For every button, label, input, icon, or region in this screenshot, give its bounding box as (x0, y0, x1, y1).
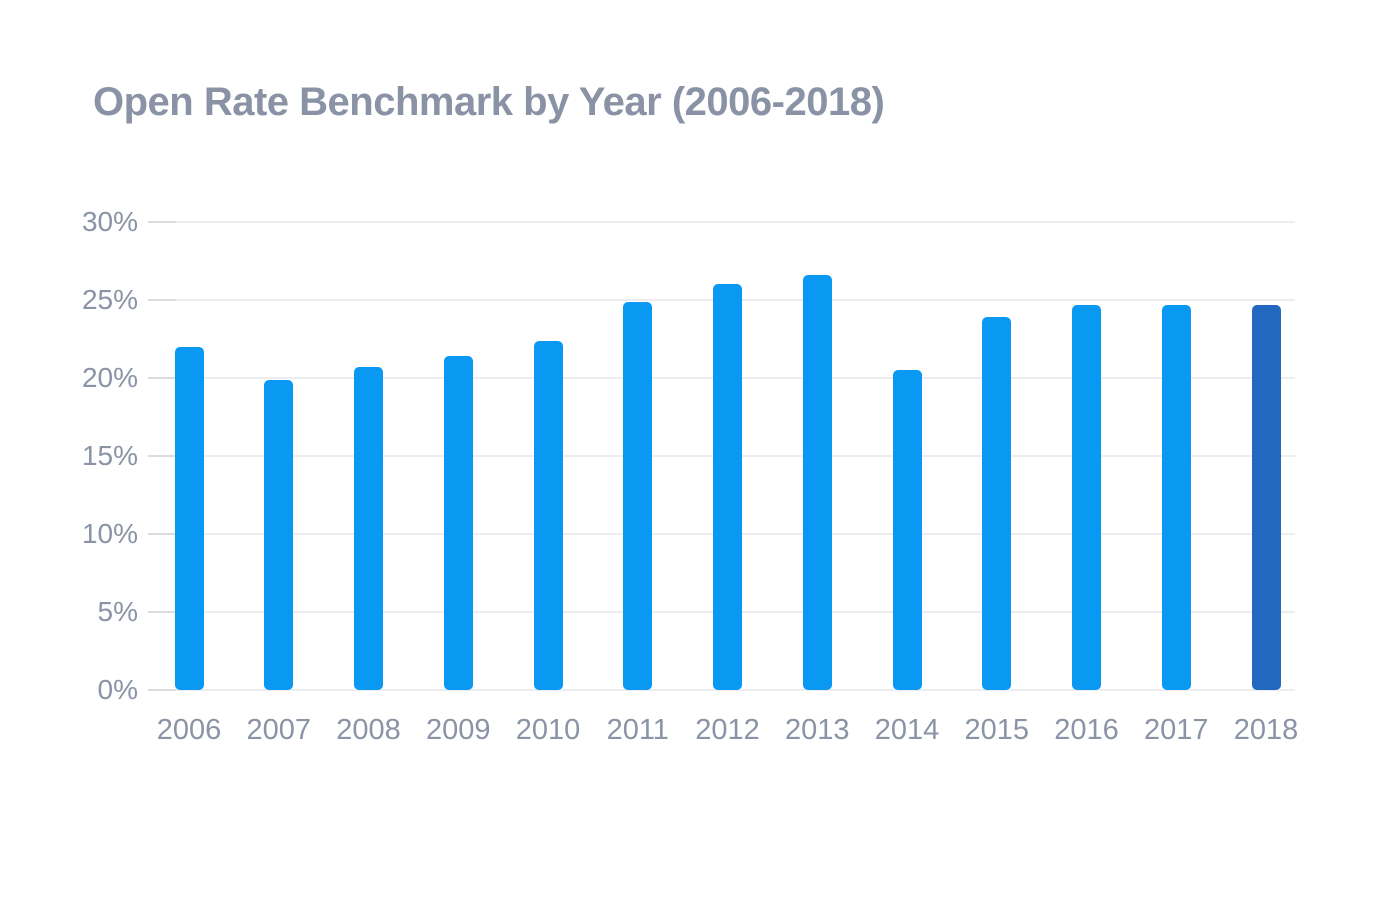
y-axis-tick (148, 377, 176, 379)
x-tick-label-2007: 2007 (246, 714, 311, 746)
bar-2018 (1251, 304, 1281, 690)
bar-2017 (1161, 304, 1191, 690)
x-tick-label-2014: 2014 (874, 714, 940, 746)
y-axis-tick (148, 299, 176, 301)
y-axis-tick (148, 611, 176, 613)
bar-2007 (264, 379, 294, 690)
x-tick-label-2018: 2018 (1233, 714, 1299, 746)
x-tick-label-2015: 2015 (964, 714, 1029, 746)
chart-title: Open Rate Benchmark by Year (2006-2018) (93, 80, 885, 124)
bar-2009 (443, 356, 473, 690)
bar-2015 (982, 317, 1012, 690)
bar-2010 (533, 340, 563, 690)
gridline-30 (148, 221, 1295, 223)
bar-2013 (802, 275, 832, 690)
y-tick-label-0: 0% (97, 674, 138, 705)
x-tick-label-2011: 2011 (606, 714, 669, 746)
x-tick-label-2009: 2009 (425, 714, 491, 746)
y-axis-tick (148, 455, 176, 457)
y-tick-label-10: 10% (81, 518, 138, 549)
x-tick-label-2017: 2017 (1143, 714, 1209, 746)
y-tick-label-5: 5% (97, 596, 138, 627)
y-axis-tick (148, 221, 176, 223)
plot-area: 30% 25% 20% 15% 10% 5% 0% 2006 2007 2008 2009 2010… (82, 206, 1298, 746)
y-axis-tick (148, 533, 176, 535)
bar-2006 (174, 346, 204, 690)
bar-2008 (354, 367, 383, 690)
x-tick-label-2013: 2013 (784, 714, 850, 746)
x-tick-label-2006: 2006 (156, 714, 222, 746)
x-tick-label-2016: 2016 (1054, 714, 1119, 746)
x-tick-label-2010: 2010 (515, 714, 581, 746)
gridline-0 (148, 689, 1295, 691)
bar-2016 (1072, 304, 1101, 690)
bar-2014 (892, 370, 922, 690)
y-axis-tick (148, 689, 176, 691)
bar-2011 (623, 301, 653, 690)
y-tick-label-15: 15% (81, 440, 138, 471)
bar-2012 (713, 284, 742, 690)
y-tick-label-20: 20% (81, 362, 138, 393)
x-tick-label-2012: 2012 (695, 714, 760, 746)
y-tick-label-30: 30% (81, 206, 138, 237)
y-tick-label-25: 25% (81, 284, 138, 315)
x-tick-label-2008: 2008 (336, 714, 401, 746)
